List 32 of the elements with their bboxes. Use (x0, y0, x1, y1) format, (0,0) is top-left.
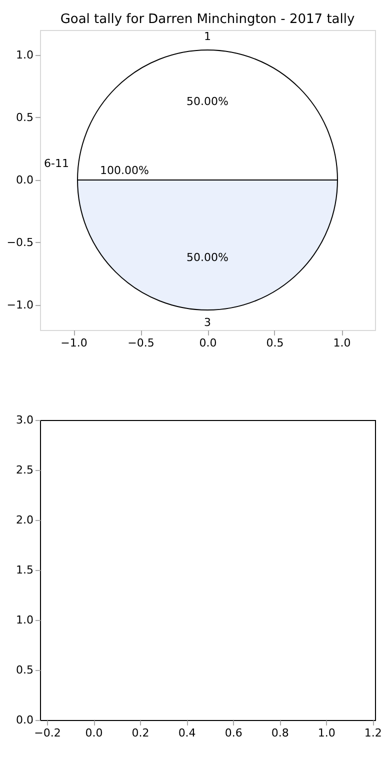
x-tick-label: 0.8 (271, 726, 289, 740)
x-tick-label: −0.5 (128, 336, 154, 350)
x-tick-label: 1.2 (364, 726, 382, 740)
y-tick-label: 1.0 (16, 48, 34, 62)
y-tick-label: −1.0 (6, 298, 34, 312)
chart-title: Goal tally for Darren Minchington - 2017 tally (60, 12, 355, 27)
y-tick-label: 0.0 (16, 714, 34, 726)
data-label: 50.00% (186, 95, 228, 108)
data-label: 50.00% (186, 251, 228, 264)
x-tick-label: 0.0 (85, 726, 103, 740)
y-tick-label: 1.5 (16, 564, 34, 576)
x-tick-label: −1.0 (60, 336, 88, 350)
y-tick-label: 2.0 (16, 514, 34, 526)
y-tick-label: 0.5 (16, 664, 34, 676)
y-tick-label: 2.5 (16, 464, 34, 476)
x-tick-label: −0.2 (34, 726, 61, 740)
annotation: 100.00% (100, 164, 149, 177)
slice-label: 3 (204, 316, 211, 329)
x-tick-label: 0.6 (224, 726, 242, 740)
x-tick-label: 1.0 (333, 336, 351, 350)
slice-label: 1 (204, 30, 211, 43)
x-tick-label: 0.2 (132, 726, 150, 740)
x-tick-label: 0.5 (266, 336, 284, 350)
annotation: 6-11 (44, 157, 69, 170)
y-tick-label: 0.5 (16, 111, 34, 124)
y-tick-label: 0.0 (16, 174, 34, 186)
y-tick-label: 3.0 (16, 414, 34, 426)
y-tick-label: −0.5 (6, 236, 34, 249)
y-tick-label: 1.0 (16, 614, 34, 626)
x-tick-label: 0.0 (199, 336, 217, 350)
x-tick-label: 0.4 (178, 726, 196, 740)
x-tick-label: 1.0 (318, 726, 336, 740)
